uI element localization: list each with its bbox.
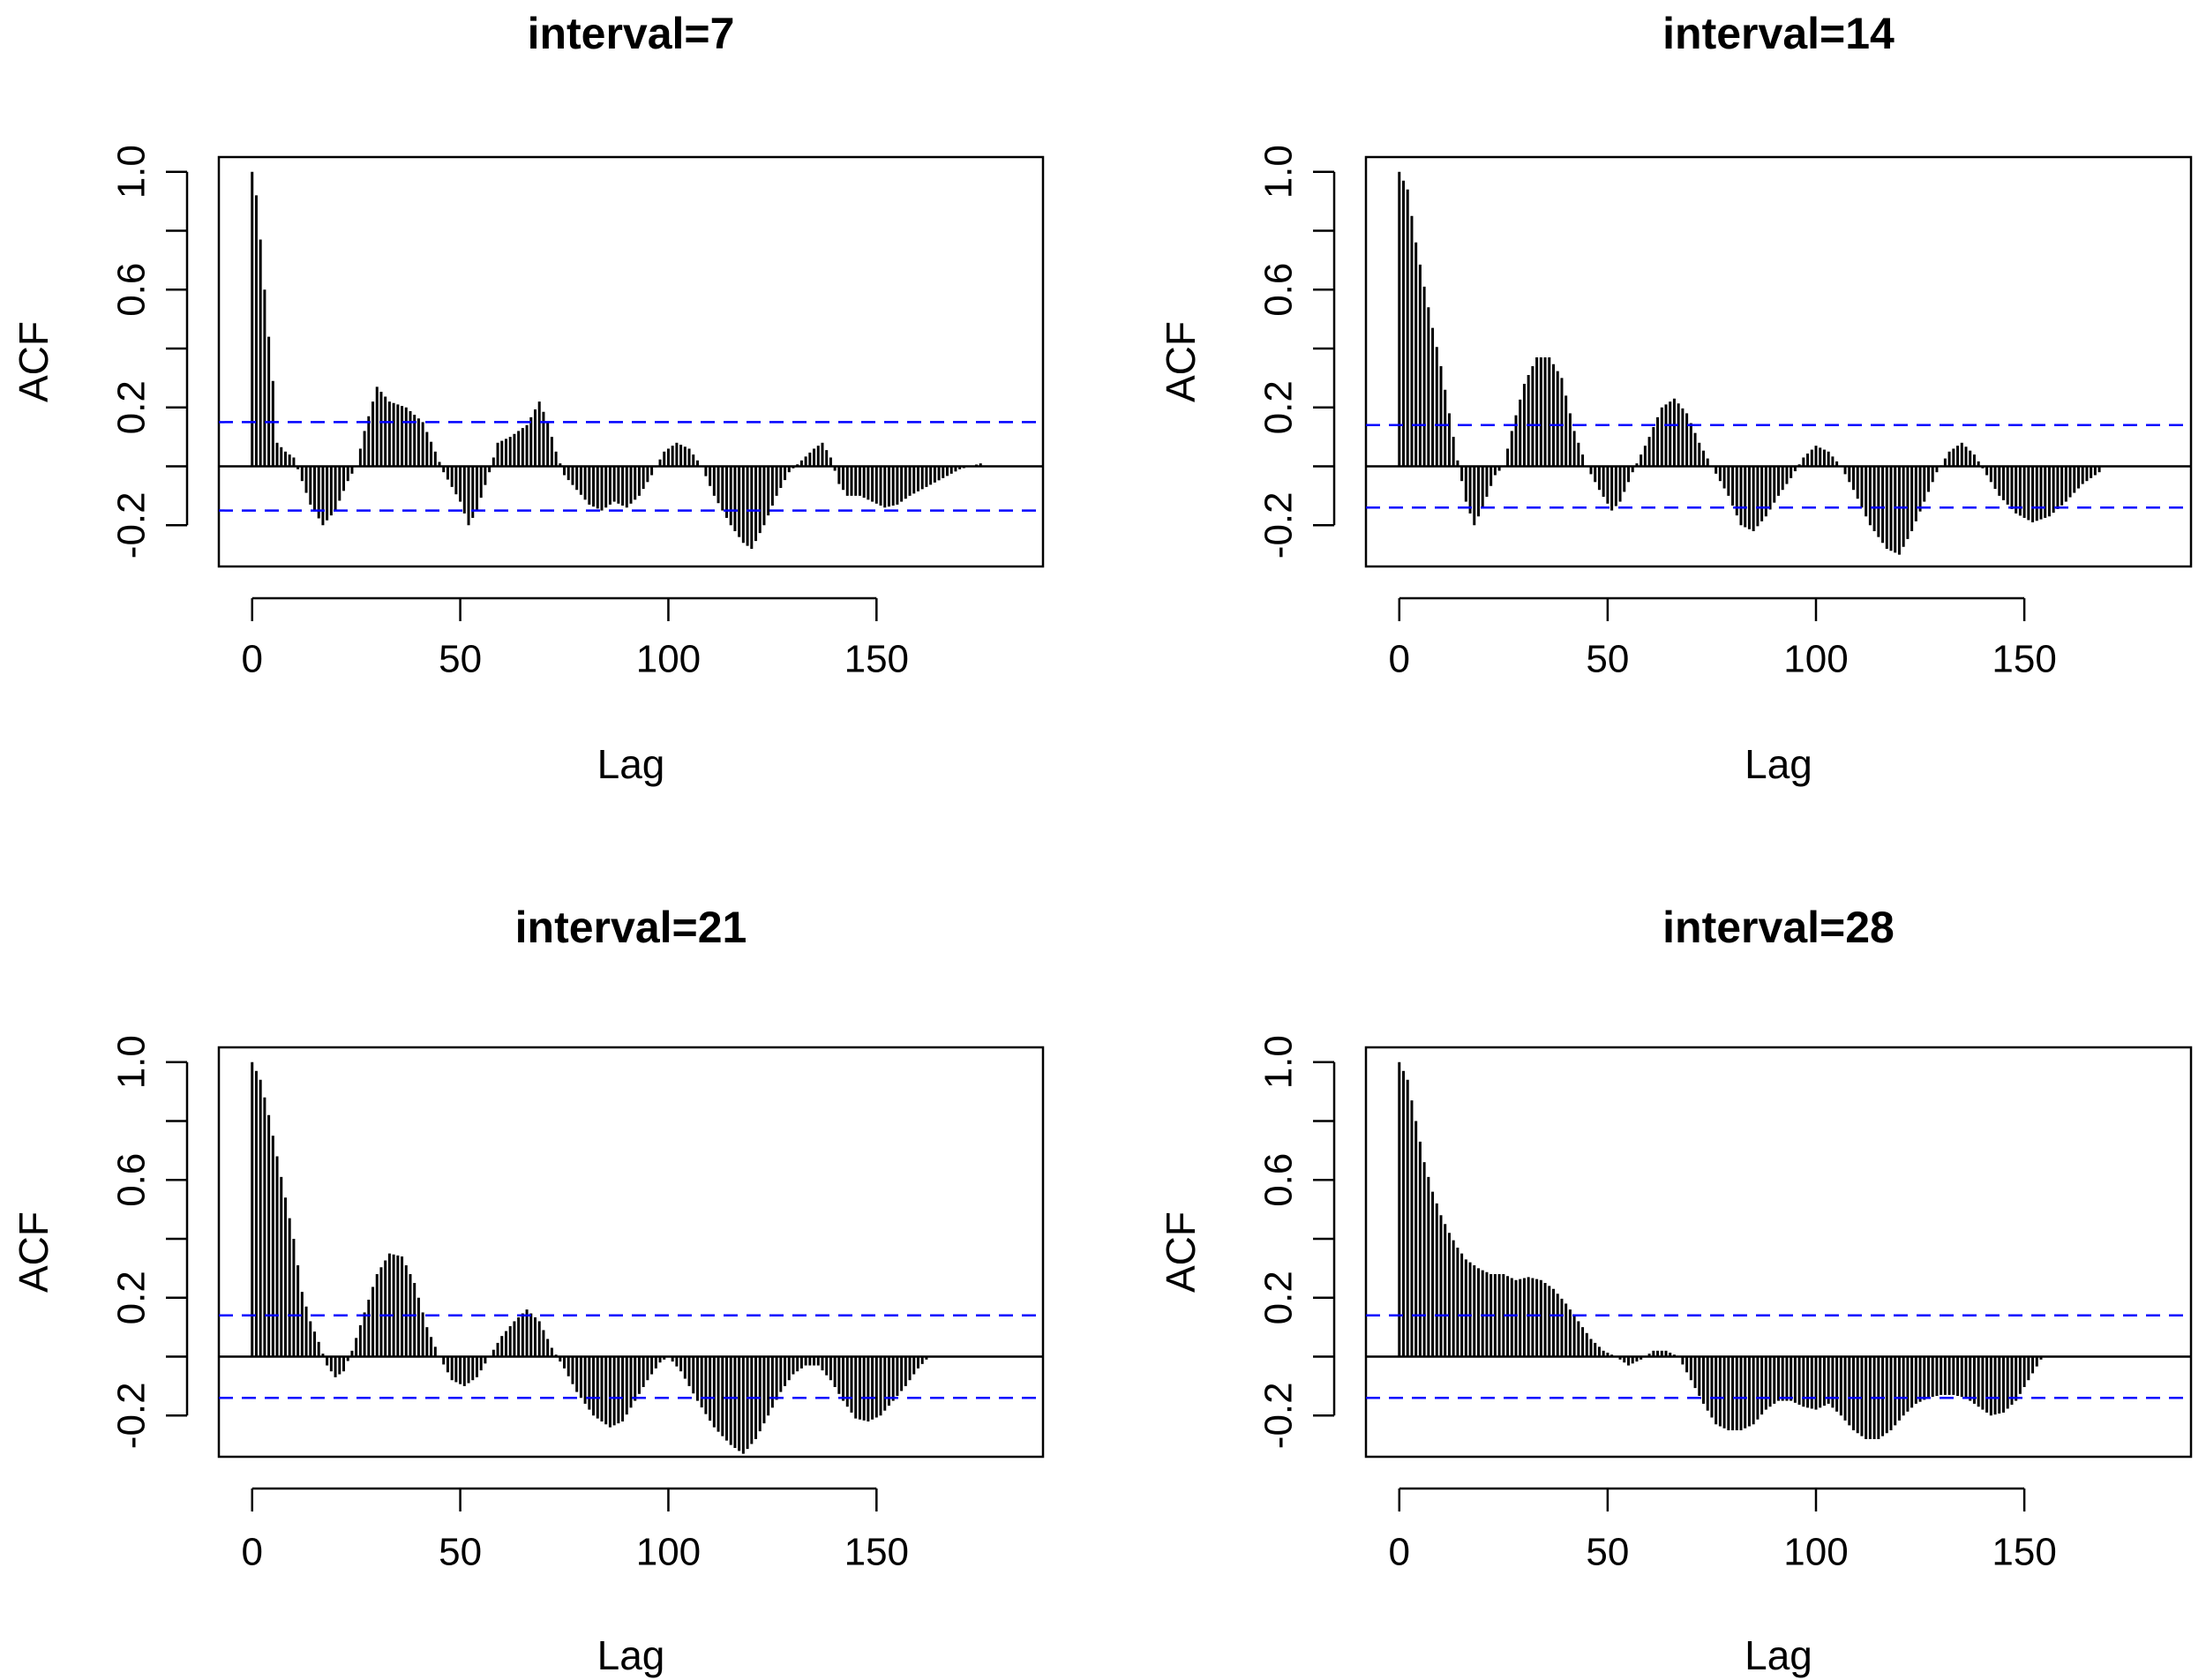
y-axis-label: ACF bbox=[11, 321, 56, 402]
chart-title: interval=28 bbox=[1662, 903, 1895, 952]
chart-title: interval=14 bbox=[1662, 9, 1895, 58]
x-tick-label: 150 bbox=[844, 1531, 909, 1574]
x-tick-label: 0 bbox=[241, 1531, 262, 1574]
x-tick-label: 100 bbox=[1783, 638, 1848, 681]
x-tick-label: 50 bbox=[439, 638, 482, 681]
y-tick-label: 1.0 bbox=[1257, 1035, 1301, 1089]
y-axis-label: ACF bbox=[1158, 321, 1204, 402]
x-tick-label: 50 bbox=[1586, 1531, 1629, 1574]
plot-frame bbox=[1364, 1046, 2193, 1459]
x-tick-label: 100 bbox=[636, 638, 701, 681]
plot-frame bbox=[1364, 155, 2193, 568]
x-axis-label: Lag bbox=[1745, 741, 1812, 787]
x-axis-label: Lag bbox=[597, 741, 665, 787]
x-tick-label: 100 bbox=[1783, 1531, 1848, 1574]
x-tick-label: 50 bbox=[1586, 638, 1629, 681]
y-tick-label: 0.2 bbox=[110, 380, 154, 434]
x-tick-label: 100 bbox=[636, 1531, 701, 1574]
plot-frame bbox=[217, 155, 1045, 568]
acf-panel: interval=21 0 50 100 150 -0.2 0.2 0.6 1.0 Lag ACF bbox=[11, 903, 1045, 1678]
x-tick-label: 50 bbox=[439, 1531, 482, 1574]
x-tick-label: 0 bbox=[241, 638, 262, 681]
y-tick-label: 0.6 bbox=[1257, 1153, 1301, 1207]
y-tick-label: 1.0 bbox=[110, 145, 154, 199]
acf-panel: interval=7 0 50 100 150 -0.2 0.2 0.6 1.0 Lag ACF bbox=[11, 9, 1045, 787]
x-tick-label: 150 bbox=[1992, 1531, 2056, 1574]
y-tick-label: -0.2 bbox=[110, 491, 154, 559]
y-tick-label: 0.6 bbox=[1257, 263, 1301, 317]
x-axis-label: Lag bbox=[1745, 1632, 1812, 1678]
acf-panel: interval=14 0 50 100 150 -0.2 0.2 0.6 1.0 Lag ACF bbox=[1158, 9, 2193, 787]
y-tick-label: 1.0 bbox=[110, 1035, 154, 1089]
y-tick-label: -0.2 bbox=[1257, 491, 1301, 559]
y-tick-label: 0.6 bbox=[110, 1153, 154, 1207]
x-tick-label: 0 bbox=[1389, 638, 1410, 681]
y-tick-label: -0.2 bbox=[110, 1382, 154, 1449]
y-tick-label: 0.6 bbox=[110, 263, 154, 317]
x-tick-label: 0 bbox=[1389, 1531, 1410, 1574]
y-tick-label: 0.2 bbox=[110, 1271, 154, 1324]
x-tick-label: 150 bbox=[844, 638, 909, 681]
y-tick-label: 1.0 bbox=[1257, 145, 1301, 199]
y-tick-label: 0.2 bbox=[1257, 380, 1301, 434]
x-axis-label: Lag bbox=[597, 1632, 665, 1678]
y-tick-label: -0.2 bbox=[1257, 1382, 1301, 1449]
y-tick-label: 0.2 bbox=[1257, 1271, 1301, 1324]
y-axis-label: ACF bbox=[1158, 1211, 1204, 1293]
chart-title: interval=21 bbox=[515, 903, 747, 952]
x-tick-label: 150 bbox=[1992, 638, 2056, 681]
chart-title: interval=7 bbox=[528, 9, 735, 58]
y-axis-label: ACF bbox=[11, 1211, 56, 1293]
plot-frame bbox=[217, 1046, 1045, 1459]
acf-panel: interval=28 0 50 100 150 -0.2 0.2 0.6 1.0 Lag ACF bbox=[1158, 903, 2193, 1678]
